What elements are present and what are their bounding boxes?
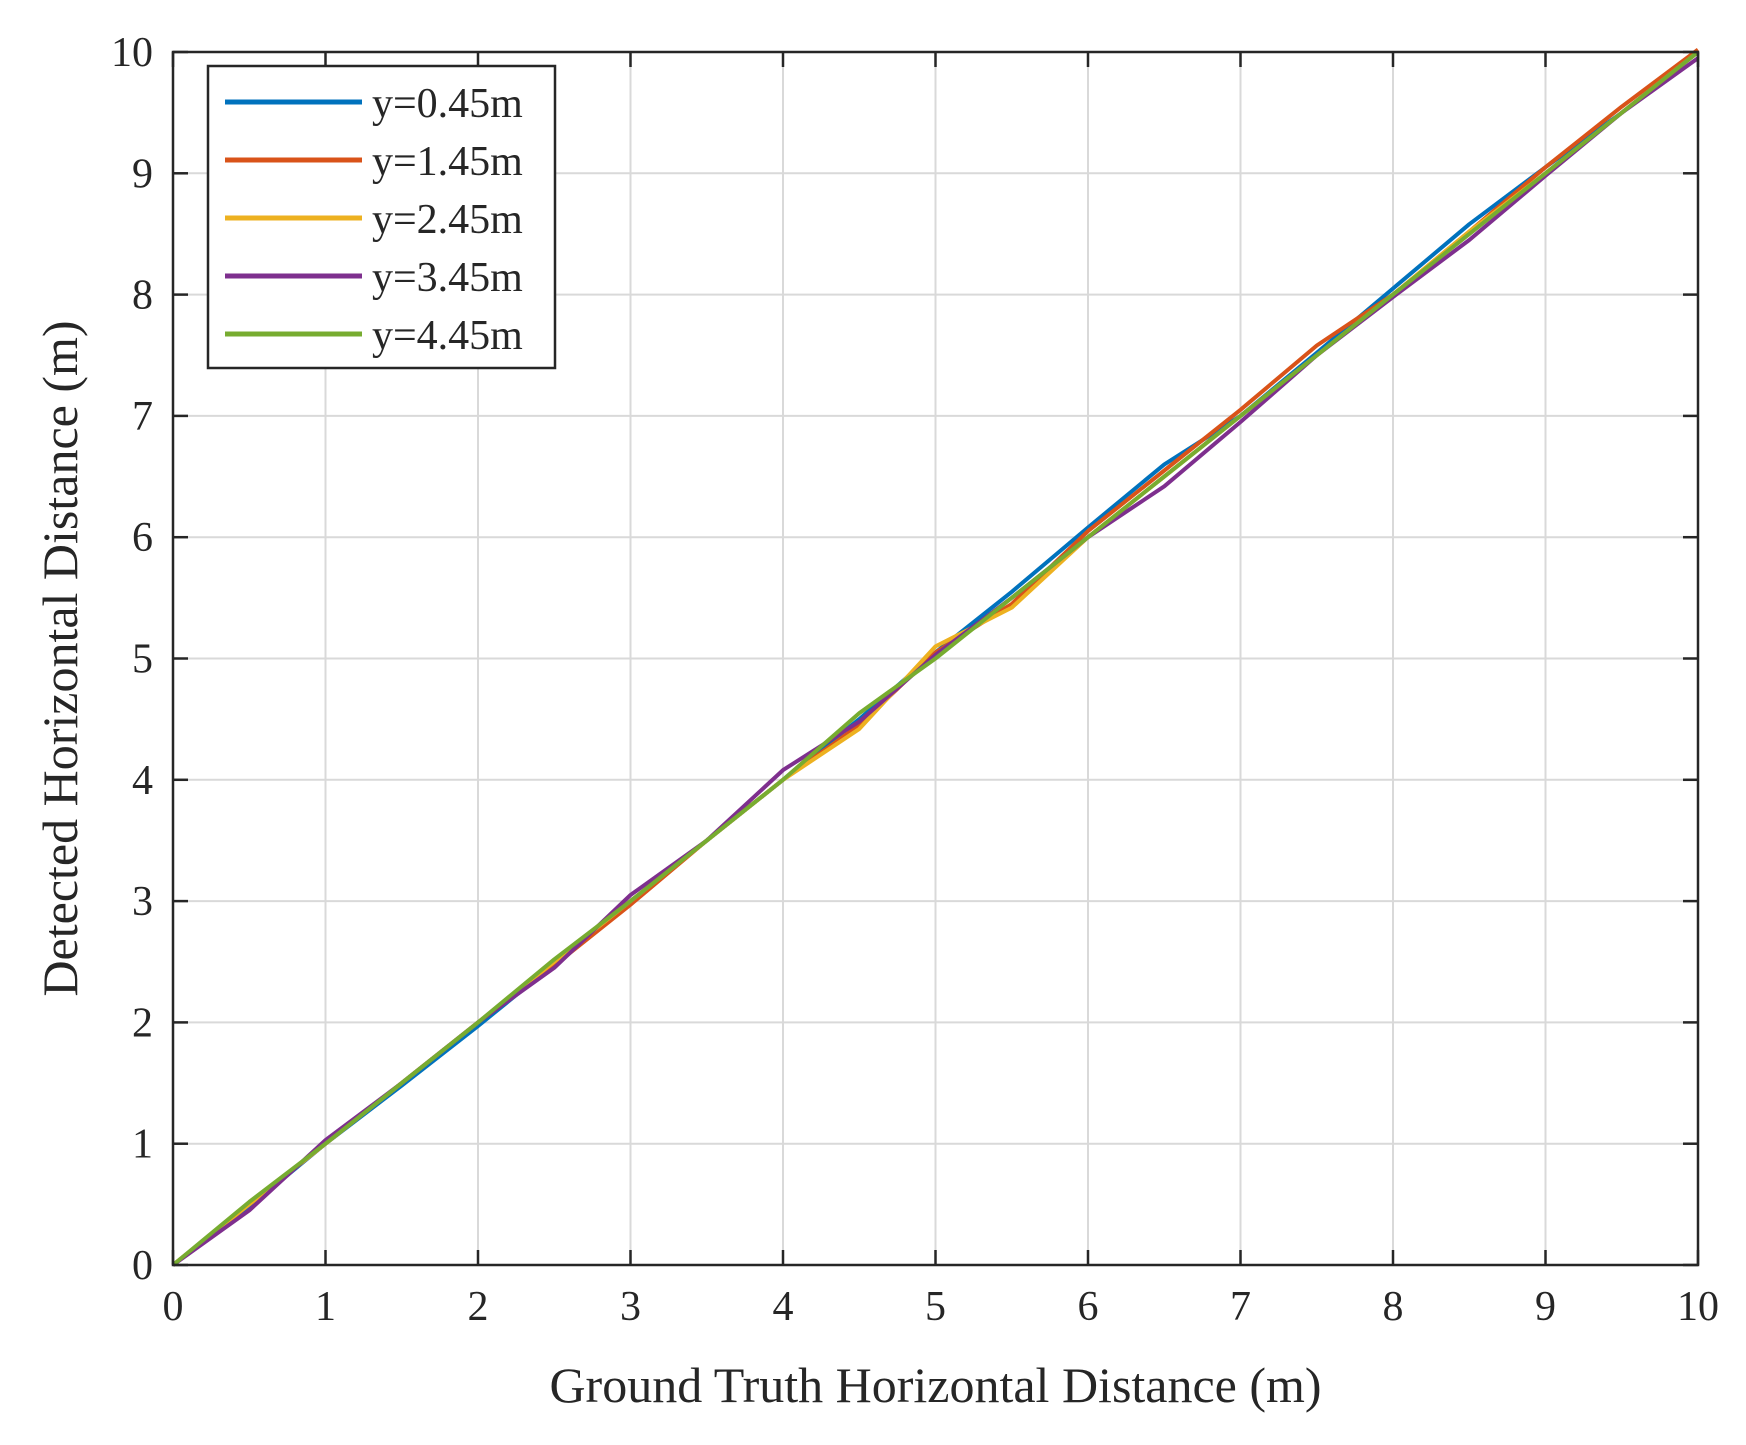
y-tick-label: 7 [132,394,153,440]
legend-label-5: y=4.45m [372,313,523,359]
y-tick-label: 2 [132,1000,153,1046]
plot-lines [171,47,1700,1267]
x-tick-label: 5 [925,1284,946,1330]
x-tick-label: 1 [315,1284,336,1330]
y-tick-label: 4 [132,758,153,804]
series-line-5 [171,50,1700,1267]
legend-label-1: y=0.45m [372,81,523,127]
x-tick-label: 4 [773,1284,794,1330]
legend-label-3: y=2.45m [372,197,523,243]
x-tick-label: 2 [468,1284,489,1330]
y-tick-label: 5 [132,637,153,683]
x-tick-label: 10 [1677,1284,1719,1330]
x-tick-label: 9 [1535,1284,1556,1330]
x-tick-label: 7 [1230,1284,1251,1330]
x-axis-label: Ground Truth Horizontal Distance (m) [549,1357,1321,1413]
x-tick-label: 8 [1383,1284,1404,1330]
legend: y=0.45m y=1.45m y=2.45m y=3.45m y=4.45m [206,64,557,370]
legend-label-4: y=3.45m [372,255,523,301]
y-tick-label: 9 [132,151,153,197]
tick-labels: 0 1 2 3 4 5 6 7 8 9 10 0 1 2 3 4 5 6 7 8 9 10 [111,30,1719,1330]
y-axis-label: Detected Horizontal Distance (m) [32,320,88,996]
x-tick-label: 6 [1078,1284,1099,1330]
y-tick-label: 6 [132,515,153,561]
y-tick-label: 3 [132,879,153,925]
x-tick-label: 0 [163,1284,184,1330]
legend-label-2: y=1.45m [372,139,523,185]
axis-ticks [171,50,1700,1267]
y-tick-label: 8 [132,273,153,319]
y-tick-label: 10 [111,30,153,76]
x-tick-label: 3 [620,1284,641,1330]
y-tick-label: 1 [132,1122,153,1168]
y-tick-label: 0 [132,1243,153,1289]
